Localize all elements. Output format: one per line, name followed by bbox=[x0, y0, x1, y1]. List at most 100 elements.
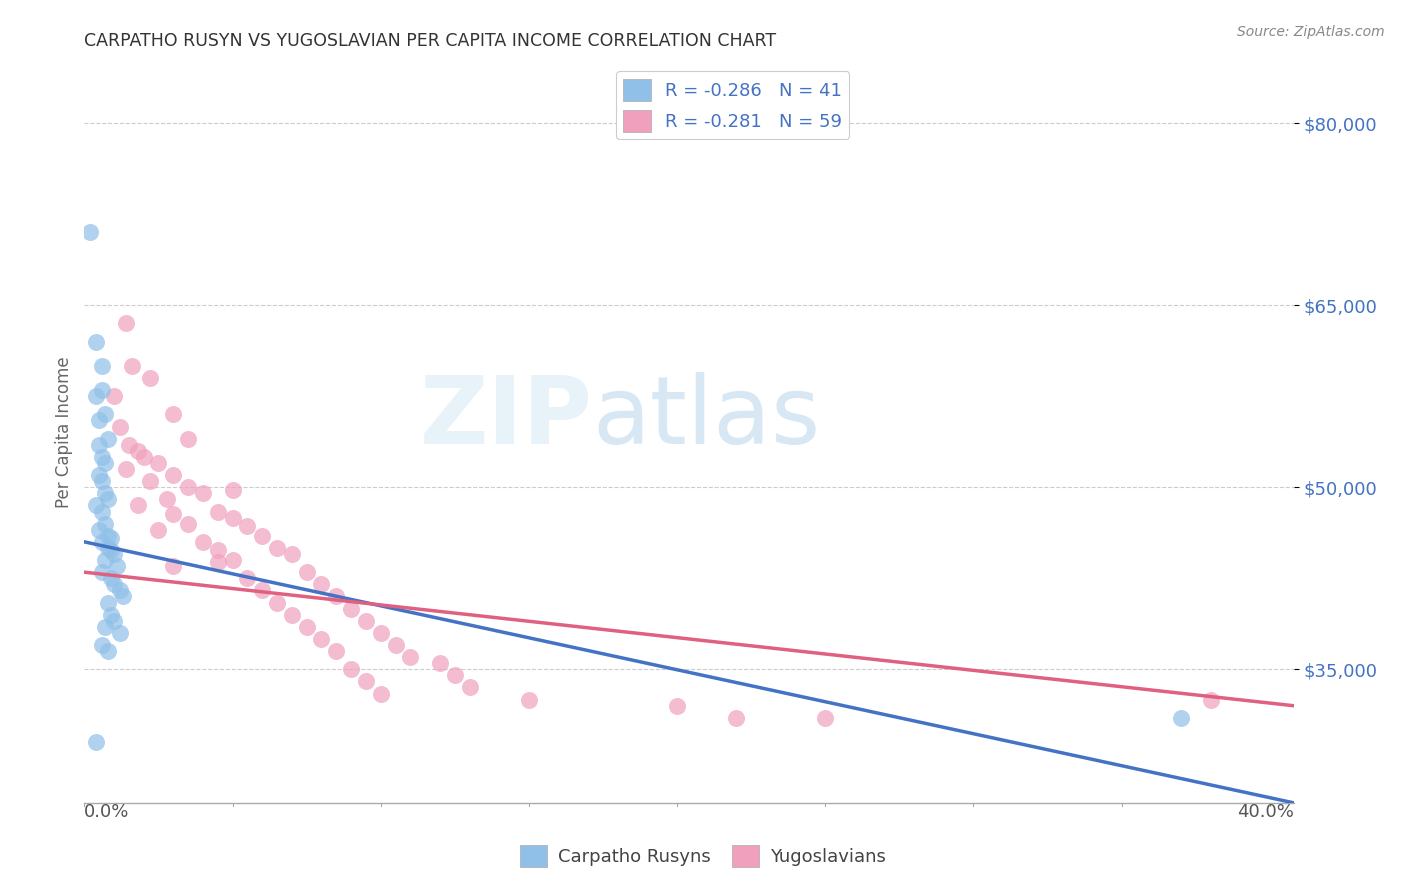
Point bbox=[266, 541, 288, 555]
Point bbox=[105, 559, 128, 574]
Point bbox=[177, 480, 200, 494]
Point bbox=[91, 565, 114, 579]
Legend: R = -0.286   N = 41, R = -0.281   N = 59: R = -0.286 N = 41, R = -0.281 N = 59 bbox=[616, 71, 849, 139]
Point bbox=[162, 468, 184, 483]
Point bbox=[325, 590, 347, 604]
Point bbox=[177, 516, 200, 531]
Point bbox=[354, 614, 377, 628]
Point bbox=[94, 516, 117, 531]
Point bbox=[250, 529, 273, 543]
Point bbox=[814, 711, 837, 725]
Point bbox=[91, 450, 114, 464]
Point bbox=[127, 499, 149, 513]
Point bbox=[94, 553, 117, 567]
Text: 40.0%: 40.0% bbox=[1237, 803, 1294, 821]
Point bbox=[127, 443, 149, 458]
Point bbox=[97, 595, 120, 609]
Point bbox=[221, 510, 243, 524]
Point bbox=[384, 638, 406, 652]
Point bbox=[91, 359, 114, 373]
Point bbox=[191, 534, 214, 549]
Point bbox=[354, 674, 377, 689]
Text: ZIP: ZIP bbox=[419, 372, 592, 464]
Y-axis label: Per Capita Income: Per Capita Income bbox=[55, 357, 73, 508]
Point bbox=[91, 638, 114, 652]
Point bbox=[97, 644, 120, 658]
Point bbox=[115, 462, 138, 476]
Point bbox=[91, 383, 114, 397]
Point bbox=[281, 547, 304, 561]
Point bbox=[325, 644, 347, 658]
Point bbox=[340, 601, 363, 615]
Point bbox=[148, 523, 170, 537]
Point bbox=[295, 620, 318, 634]
Point bbox=[311, 632, 333, 646]
Point bbox=[108, 419, 131, 434]
Text: atlas: atlas bbox=[592, 372, 821, 464]
Point bbox=[191, 486, 214, 500]
Point bbox=[399, 650, 422, 665]
Point bbox=[97, 541, 120, 555]
Point bbox=[1170, 711, 1192, 725]
Point bbox=[89, 438, 111, 452]
Point bbox=[84, 334, 107, 349]
Point bbox=[250, 583, 273, 598]
Point bbox=[162, 507, 184, 521]
Point bbox=[266, 595, 288, 609]
Point bbox=[118, 438, 141, 452]
Point bbox=[89, 468, 111, 483]
Point bbox=[100, 531, 122, 545]
Point bbox=[458, 681, 481, 695]
Point bbox=[100, 543, 122, 558]
Point bbox=[138, 474, 160, 488]
Point bbox=[103, 577, 125, 591]
Point bbox=[94, 486, 117, 500]
Point bbox=[94, 620, 117, 634]
Point bbox=[100, 571, 122, 585]
Point bbox=[370, 626, 392, 640]
Text: CARPATHO RUSYN VS YUGOSLAVIAN PER CAPITA INCOME CORRELATION CHART: CARPATHO RUSYN VS YUGOSLAVIAN PER CAPITA… bbox=[84, 32, 776, 50]
Point bbox=[89, 523, 111, 537]
Point bbox=[370, 687, 392, 701]
Point bbox=[100, 607, 122, 622]
Point bbox=[103, 547, 125, 561]
Point bbox=[79, 225, 101, 239]
Point bbox=[89, 413, 111, 427]
Point bbox=[207, 504, 229, 518]
Text: 0.0%: 0.0% bbox=[84, 803, 129, 821]
Point bbox=[162, 559, 184, 574]
Point bbox=[94, 456, 117, 470]
Point bbox=[725, 711, 748, 725]
Point bbox=[1199, 692, 1222, 706]
Point bbox=[281, 607, 304, 622]
Point bbox=[443, 668, 465, 682]
Point bbox=[162, 408, 184, 422]
Point bbox=[97, 492, 120, 507]
Point bbox=[111, 590, 134, 604]
Point bbox=[138, 371, 160, 385]
Point bbox=[340, 662, 363, 676]
Point bbox=[108, 626, 131, 640]
Point bbox=[207, 556, 229, 570]
Point bbox=[207, 543, 229, 558]
Point bbox=[429, 657, 451, 671]
Point bbox=[103, 389, 125, 403]
Point bbox=[221, 553, 243, 567]
Point bbox=[97, 529, 120, 543]
Point bbox=[91, 534, 114, 549]
Point bbox=[295, 565, 318, 579]
Point bbox=[156, 492, 179, 507]
Point bbox=[177, 432, 200, 446]
Point bbox=[103, 614, 125, 628]
Point bbox=[148, 456, 170, 470]
Point bbox=[91, 474, 114, 488]
Point bbox=[236, 519, 259, 533]
Point bbox=[132, 450, 155, 464]
Point bbox=[84, 389, 107, 403]
Point bbox=[84, 499, 107, 513]
Point bbox=[94, 408, 117, 422]
Point bbox=[115, 317, 138, 331]
Point bbox=[311, 577, 333, 591]
Point bbox=[121, 359, 143, 373]
Point bbox=[97, 432, 120, 446]
